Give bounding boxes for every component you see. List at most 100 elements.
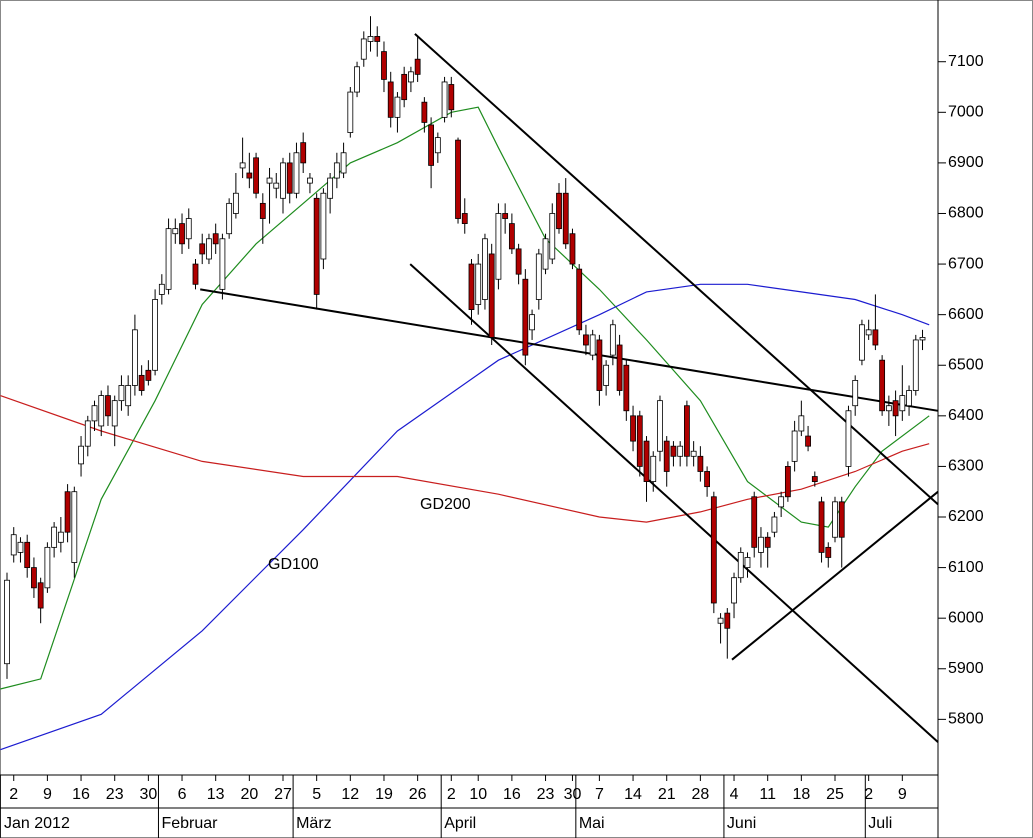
x-tick-label: 23 [106,786,124,803]
candle-body [576,268,583,331]
x-tick-label: 2 [447,786,456,803]
candle-body [892,400,899,417]
candle-body [401,73,408,101]
candle-body [744,557,751,568]
candle-body [381,51,387,80]
y-tick-label: 7000 [948,104,984,121]
candle-body [697,455,704,472]
candle-body [266,177,273,184]
candle-body [838,501,845,538]
candle-body [663,440,670,472]
candle-body [212,233,219,245]
x-tick-label: 9 [43,786,52,803]
candle-body [455,139,461,219]
x-tick-label: 19 [375,786,393,803]
x-tick-label: 25 [826,786,844,803]
candle-body [650,455,657,482]
candle-body [798,415,805,432]
x-tick-label: 12 [341,786,359,803]
candle-body [879,359,886,412]
line [0,283,930,751]
candle-body [670,445,677,457]
y-tick-label: 6500 [948,356,984,373]
x-tick-label: 5 [312,786,321,803]
candle-body [118,385,125,402]
line [0,395,930,523]
candle-body [468,263,475,310]
x-tick-label: 14 [624,786,642,803]
y-tick-label: 5800 [948,711,984,728]
candle-body [105,395,111,417]
x-tick-label: 16 [503,786,521,803]
candle-body [246,172,253,179]
candle-body [488,253,495,338]
candle-body [919,337,926,341]
candle-body [482,238,488,300]
candle-body [71,491,78,563]
candle-body [300,142,307,164]
candle-body [771,516,778,533]
candle-body [24,541,31,568]
candle-body [78,445,84,465]
candle-body [4,579,10,665]
y-tick-label: 6200 [948,508,984,525]
candle-body [340,152,347,174]
x-tick-label: 6 [178,786,187,803]
candle-body [172,228,179,235]
candle-body [623,364,630,412]
line [409,263,939,743]
candle-body [347,91,354,133]
candle-body [515,248,522,275]
candle-body [461,213,468,224]
candle-body [690,450,697,457]
candle-body [192,263,199,285]
y-tick-label: 6100 [948,559,984,576]
candle-body [609,324,616,356]
y-tick-label: 5900 [948,660,984,677]
candle-body [64,491,71,533]
y-tick-label: 6000 [948,609,984,626]
x-tick-label: 2 [864,786,873,803]
candle-body [232,192,239,214]
candle-body [529,314,535,331]
candle-body [522,278,529,356]
y-tick-label: 6300 [948,458,984,475]
candle-body [535,253,542,300]
candle-body [31,567,37,589]
candle-body [360,38,367,60]
candle-body [657,400,663,452]
candle-body [111,400,118,427]
y-tick-label: 6900 [948,154,984,171]
month-label: Juni [727,815,756,832]
candle-body [852,380,859,407]
x-tick-label: 18 [792,786,810,803]
candle-body [475,263,482,305]
y-tick-label: 6600 [948,306,984,323]
candle-body [387,81,394,118]
candle-body [717,617,724,624]
month-label: Mai [579,815,605,832]
line [731,490,939,661]
candle-body [737,552,744,579]
candle-body [414,58,421,75]
month-label: Februar [161,815,218,832]
month-label: Jan 2012 [4,815,70,832]
x-tick-label: 30 [564,786,582,803]
candle-body [865,329,872,336]
candle-body [872,329,879,346]
candle-body [199,243,206,255]
x-tick-label: 9 [898,786,907,803]
candle-body [152,299,158,371]
x-tick-label: 11 [759,786,776,803]
x-tick-label: 16 [72,786,90,803]
candle-body [253,157,259,194]
y-tick-label: 7100 [948,53,984,70]
candle-body [51,526,58,548]
candle-body [899,395,906,412]
candle-body [259,202,266,219]
month-label: März [296,815,332,832]
month-label: April [444,815,476,832]
candle-body [643,440,650,482]
candle-body [710,496,717,604]
